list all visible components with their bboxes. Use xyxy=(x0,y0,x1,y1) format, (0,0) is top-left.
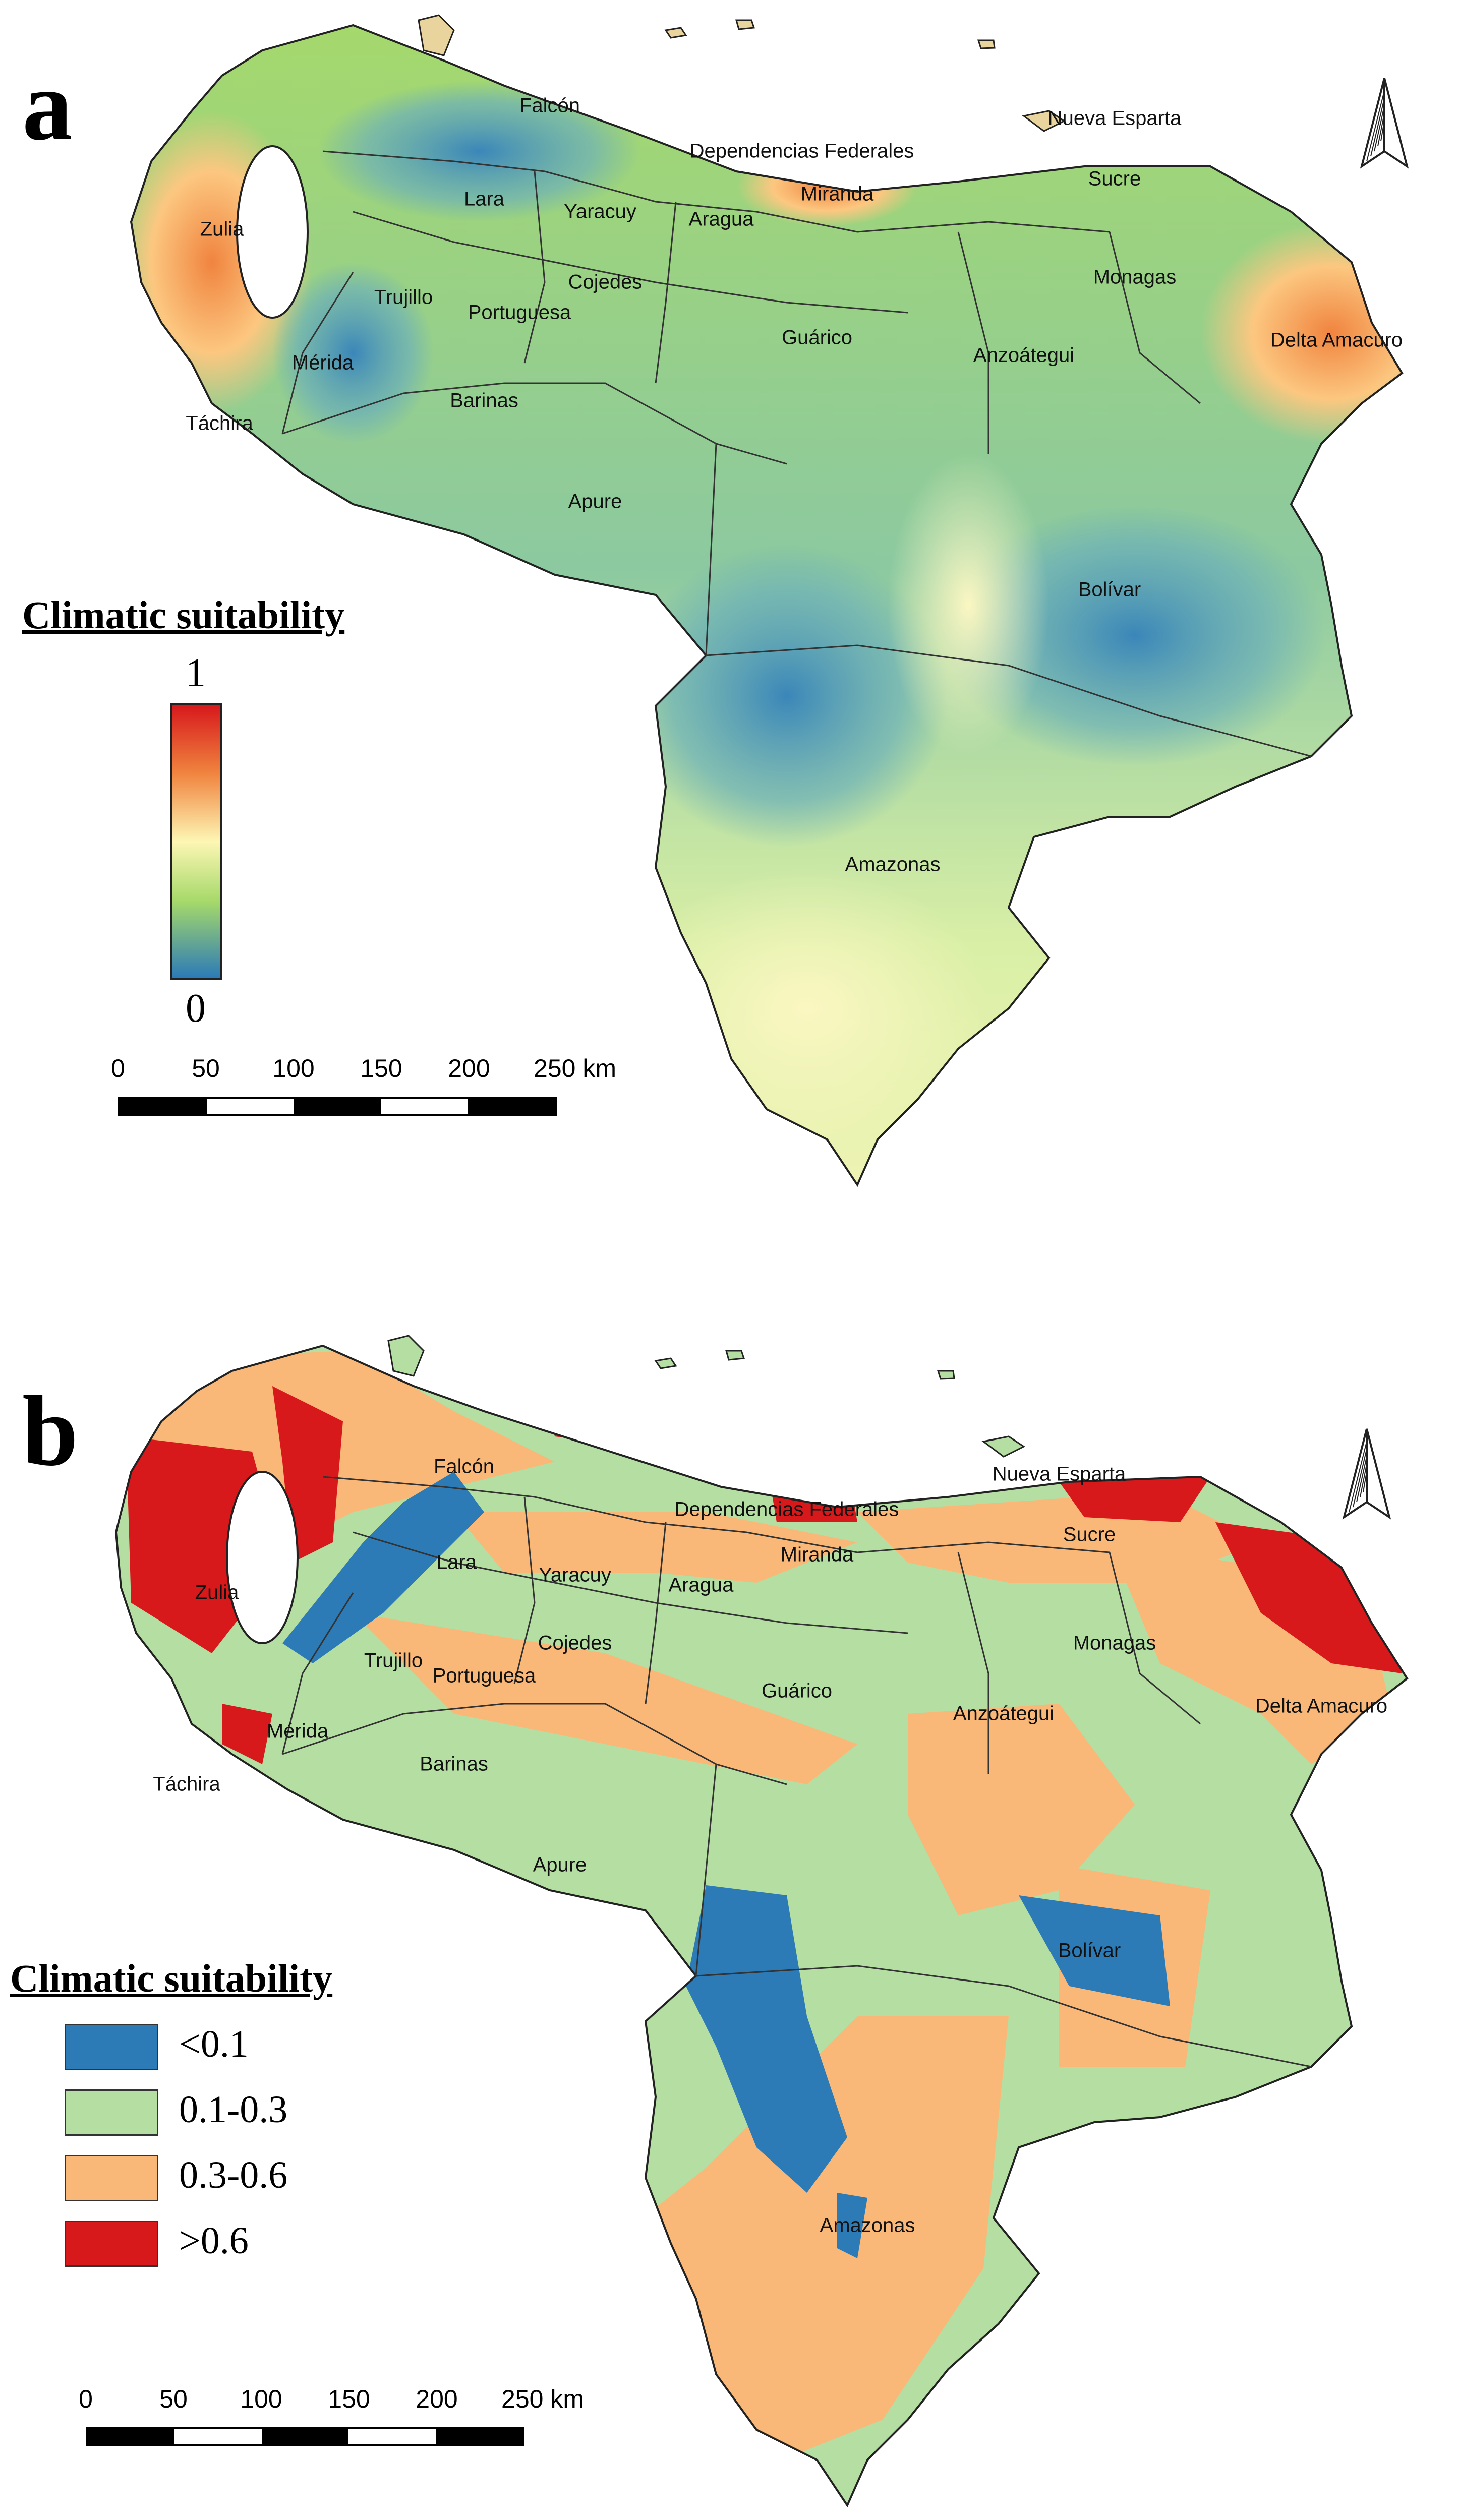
north-arrow-icon xyxy=(1360,78,1409,169)
region-label-lara: Lara xyxy=(436,1551,477,1574)
legend-title: Climatic suitability xyxy=(22,593,345,637)
region-label-bolivar: Bolívar xyxy=(1078,578,1141,601)
country-outline xyxy=(114,1344,1409,2508)
legend-class-label: <0.1 xyxy=(179,2023,249,2065)
region-label-aragua: Aragua xyxy=(668,1574,734,1596)
region-label-nueva-esparta: Nueva Esparta xyxy=(1047,107,1182,130)
region-label-guarico: Guárico xyxy=(781,326,853,349)
ramp-max-label: 1 xyxy=(186,651,206,695)
region-label-anzoategui: Anzoátegui xyxy=(973,344,1075,367)
region-label-zulia: Zulia xyxy=(195,1581,239,1604)
region-label-sucre: Sucre xyxy=(1088,167,1141,190)
panel-label: b xyxy=(22,1375,79,1487)
region-label-delta-amacuro: Delta Amacuro xyxy=(1270,329,1403,351)
legend-class-label: 0.1-0.3 xyxy=(179,2088,288,2131)
region-label-aragua: Aragua xyxy=(688,208,754,230)
lake-maracaibo xyxy=(236,145,309,319)
region-label-zulia: Zulia xyxy=(200,218,244,241)
region-label-falcon: Falcón xyxy=(519,94,580,117)
scale-bar xyxy=(86,2427,524,2446)
country-outline xyxy=(130,24,1404,1187)
panel-label: a xyxy=(22,50,73,161)
continuous-suitability-map xyxy=(130,14,1404,1187)
legend-class-label: >0.6 xyxy=(179,2219,249,2262)
region-label-cojedes: Cojedes xyxy=(568,271,643,293)
region-label-tachira: Táchira xyxy=(186,412,253,435)
scale-label: 50 xyxy=(159,2385,188,2413)
region-label-dependencias-federales: Dependencias Federales xyxy=(689,140,914,162)
region-label-lara: Lara xyxy=(463,188,505,210)
region-label-monagas: Monagas xyxy=(1093,266,1177,288)
scale-label: 150 xyxy=(360,1054,402,1083)
region-label-apure: Apure xyxy=(533,1853,587,1876)
legend-swatch-very-low xyxy=(65,2024,158,2070)
region-label-cojedes: Cojedes xyxy=(538,1632,612,1654)
scale-label: 150 xyxy=(328,2385,370,2413)
lake-maracaibo xyxy=(226,1471,299,1644)
state-boundaries xyxy=(281,1476,1312,2068)
scale-label: 0 xyxy=(111,1054,125,1083)
region-label-apure: Apure xyxy=(568,490,622,513)
region-label-anzoategui: Anzoátegui xyxy=(953,1702,1055,1725)
region-label-trujillo: Trujillo xyxy=(374,286,433,309)
region-label-yaracuy: Yaracuy xyxy=(539,1564,611,1586)
region-label-nueva-esparta: Nueva Esparta xyxy=(992,1463,1126,1485)
scale-label: 250 km xyxy=(501,2385,584,2413)
scale-label: 200 xyxy=(416,2385,458,2413)
scale-label: 100 xyxy=(240,2385,282,2413)
region-label-monagas: Monagas xyxy=(1073,1632,1156,1654)
region-label-yaracuy: Yaracuy xyxy=(564,200,636,223)
region-label-falcon: Falcón xyxy=(433,1455,495,1478)
region-label-dependencias-federales: Dependencias Federales xyxy=(674,1498,899,1521)
legend-class-label: 0.3-0.6 xyxy=(179,2154,288,2196)
region-label-barinas: Barinas xyxy=(450,389,518,412)
scale-label: 100 xyxy=(272,1054,315,1083)
region-label-miranda: Miranda xyxy=(780,1543,854,1566)
region-label-portuguesa: Portuguesa xyxy=(432,1664,536,1687)
islands xyxy=(418,14,1066,132)
classified-suitability-map xyxy=(114,1335,1409,2508)
region-label-merida: Mérida xyxy=(291,351,354,374)
panel-a: a Falcón Nueva Esparta Dependencias Fede… xyxy=(22,14,1409,1187)
scale-bar xyxy=(118,1097,557,1116)
region-label-tachira: Táchira xyxy=(153,1773,220,1795)
scale-label: 50 xyxy=(192,1054,220,1083)
scale-label: 250 km xyxy=(534,1054,616,1083)
panel-b: b Falcón Nueva Esparta Dependencias Fede… xyxy=(0,1260,1458,2520)
region-label-merida: Mérida xyxy=(266,1720,329,1743)
legend-swatch-high xyxy=(65,2221,158,2267)
region-label-amazonas: Amazonas xyxy=(820,2214,915,2237)
north-arrow-icon xyxy=(1342,1428,1391,1520)
region-label-delta-amacuro: Delta Amacuro xyxy=(1255,1695,1388,1717)
region-label-barinas: Barinas xyxy=(420,1753,488,1775)
legend-swatch-low xyxy=(65,2089,158,2136)
scale-label: 200 xyxy=(448,1054,490,1083)
islands xyxy=(387,1335,1025,1458)
region-label-guarico: Guárico xyxy=(761,1679,833,1702)
state-boundaries xyxy=(281,150,1312,757)
region-label-portuguesa: Portuguesa xyxy=(468,301,571,324)
region-label-miranda: Miranda xyxy=(800,183,874,205)
region-label-trujillo: Trujillo xyxy=(364,1649,423,1672)
legend-title: Climatic suitability xyxy=(10,1956,333,2000)
color-ramp xyxy=(170,703,222,980)
scale-label: 0 xyxy=(79,2385,93,2413)
map-b-fill xyxy=(116,1346,1407,2505)
legend-swatch-medium xyxy=(65,2155,158,2201)
region-label-sucre: Sucre xyxy=(1063,1523,1116,1546)
region-label-amazonas: Amazonas xyxy=(845,853,941,876)
ramp-min-label: 0 xyxy=(186,986,206,1031)
region-label-bolivar: Bolívar xyxy=(1058,1939,1121,1962)
